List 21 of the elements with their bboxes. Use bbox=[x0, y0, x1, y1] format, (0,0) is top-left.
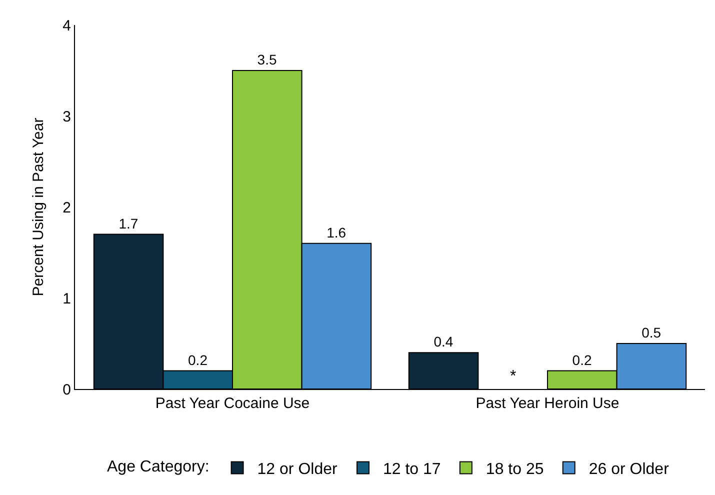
x-tick-label: Past Year Cocaine Use bbox=[155, 395, 310, 412]
legend-label: 26 or Older bbox=[588, 461, 670, 478]
legend-title: Age Category: bbox=[107, 458, 210, 476]
text: * bbox=[510, 368, 516, 385]
data-label: 0.2 bbox=[188, 352, 208, 368]
data-label: 0.4 bbox=[434, 334, 454, 350]
y-axis-title: Percent Using in Past Year bbox=[30, 118, 47, 296]
y-tick-label: 1 bbox=[62, 290, 71, 308]
data-label: 1.6 bbox=[326, 224, 346, 240]
legend-label: 18 to 25 bbox=[486, 461, 544, 478]
data-label: 1.7 bbox=[118, 215, 138, 232]
data-label: 0.5 bbox=[642, 324, 662, 340]
x-tick-label: Past Year Heroin Use bbox=[476, 395, 620, 412]
y-tick-label: 0 bbox=[62, 381, 71, 398]
legend-label: 12 to 17 bbox=[382, 461, 441, 478]
data-label: 3.5 bbox=[257, 52, 277, 68]
y-tick-label: 3 bbox=[62, 108, 71, 126]
legend-label: 12 or Older bbox=[257, 461, 338, 478]
y-tick-label: 4 bbox=[62, 17, 71, 34]
y-tick-label: 2 bbox=[62, 199, 71, 216]
data-label: 0.2 bbox=[572, 352, 592, 368]
